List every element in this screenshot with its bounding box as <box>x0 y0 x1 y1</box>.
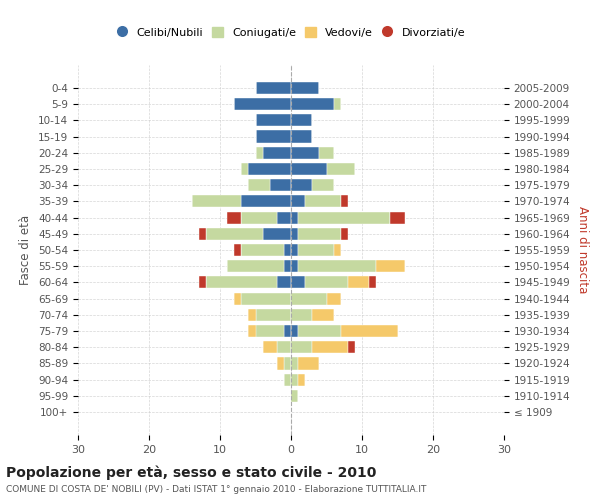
Bar <box>241 163 248 175</box>
Bar <box>305 276 348 288</box>
Bar <box>298 374 305 386</box>
Bar <box>334 244 341 256</box>
Bar <box>341 325 398 337</box>
Bar <box>369 276 376 288</box>
Bar <box>291 390 298 402</box>
Bar <box>291 260 298 272</box>
Bar <box>341 196 348 207</box>
Bar <box>291 292 326 304</box>
Bar <box>298 358 319 370</box>
Bar <box>291 114 313 126</box>
Bar <box>326 292 341 304</box>
Bar <box>256 146 263 159</box>
Bar <box>348 341 355 353</box>
Bar <box>291 374 298 386</box>
Bar <box>334 98 341 110</box>
Text: Popolazione per età, sesso e stato civile - 2010: Popolazione per età, sesso e stato civil… <box>6 465 376 479</box>
Bar <box>298 260 376 272</box>
Bar <box>291 163 326 175</box>
Bar <box>256 325 284 337</box>
Bar <box>277 341 291 353</box>
Bar <box>241 244 284 256</box>
Bar <box>263 341 277 353</box>
Bar <box>291 341 313 353</box>
Bar <box>298 228 341 240</box>
Bar <box>376 260 404 272</box>
Bar <box>291 212 298 224</box>
Bar <box>391 212 404 224</box>
Bar <box>291 244 298 256</box>
Bar <box>291 228 298 240</box>
Bar <box>241 196 291 207</box>
Bar <box>341 228 348 240</box>
Bar <box>206 228 263 240</box>
Bar <box>206 276 277 288</box>
Bar <box>291 146 319 159</box>
Bar <box>199 228 206 240</box>
Y-axis label: Fasce di età: Fasce di età <box>19 215 32 285</box>
Bar <box>234 244 241 256</box>
Bar <box>199 276 206 288</box>
Bar <box>284 260 291 272</box>
Bar <box>277 358 284 370</box>
Bar <box>291 179 313 191</box>
Bar <box>241 212 277 224</box>
Y-axis label: Anni di nascita: Anni di nascita <box>576 206 589 294</box>
Bar <box>291 98 334 110</box>
Bar <box>298 244 334 256</box>
Legend: Celibi/Nubili, Coniugati/e, Vedovi/e, Divorziati/e: Celibi/Nubili, Coniugati/e, Vedovi/e, Di… <box>112 22 470 42</box>
Bar <box>256 82 291 94</box>
Bar <box>291 358 298 370</box>
Bar <box>234 98 291 110</box>
Bar <box>256 309 291 321</box>
Bar <box>298 325 341 337</box>
Bar <box>248 163 291 175</box>
Bar <box>270 179 291 191</box>
Bar <box>227 212 241 224</box>
Bar <box>284 325 291 337</box>
Bar <box>263 228 291 240</box>
Bar <box>277 276 291 288</box>
Bar <box>291 309 313 321</box>
Bar <box>248 179 270 191</box>
Bar <box>319 146 334 159</box>
Bar <box>305 196 341 207</box>
Bar <box>348 276 369 288</box>
Bar <box>248 325 256 337</box>
Bar <box>256 114 291 126</box>
Bar <box>284 244 291 256</box>
Bar <box>191 196 241 207</box>
Bar <box>326 163 355 175</box>
Bar <box>291 196 305 207</box>
Bar <box>313 179 334 191</box>
Bar <box>313 341 348 353</box>
Bar <box>284 374 291 386</box>
Bar <box>234 292 241 304</box>
Bar <box>277 212 291 224</box>
Bar <box>291 325 298 337</box>
Bar <box>256 130 291 142</box>
Bar <box>298 212 391 224</box>
Text: COMUNE DI COSTA DE' NOBILI (PV) - Dati ISTAT 1° gennaio 2010 - Elaborazione TUTT: COMUNE DI COSTA DE' NOBILI (PV) - Dati I… <box>6 485 427 494</box>
Bar <box>291 82 319 94</box>
Bar <box>291 276 305 288</box>
Bar <box>241 292 291 304</box>
Bar <box>284 358 291 370</box>
Bar <box>248 309 256 321</box>
Bar <box>291 130 313 142</box>
Bar <box>263 146 291 159</box>
Bar <box>227 260 284 272</box>
Bar <box>313 309 334 321</box>
